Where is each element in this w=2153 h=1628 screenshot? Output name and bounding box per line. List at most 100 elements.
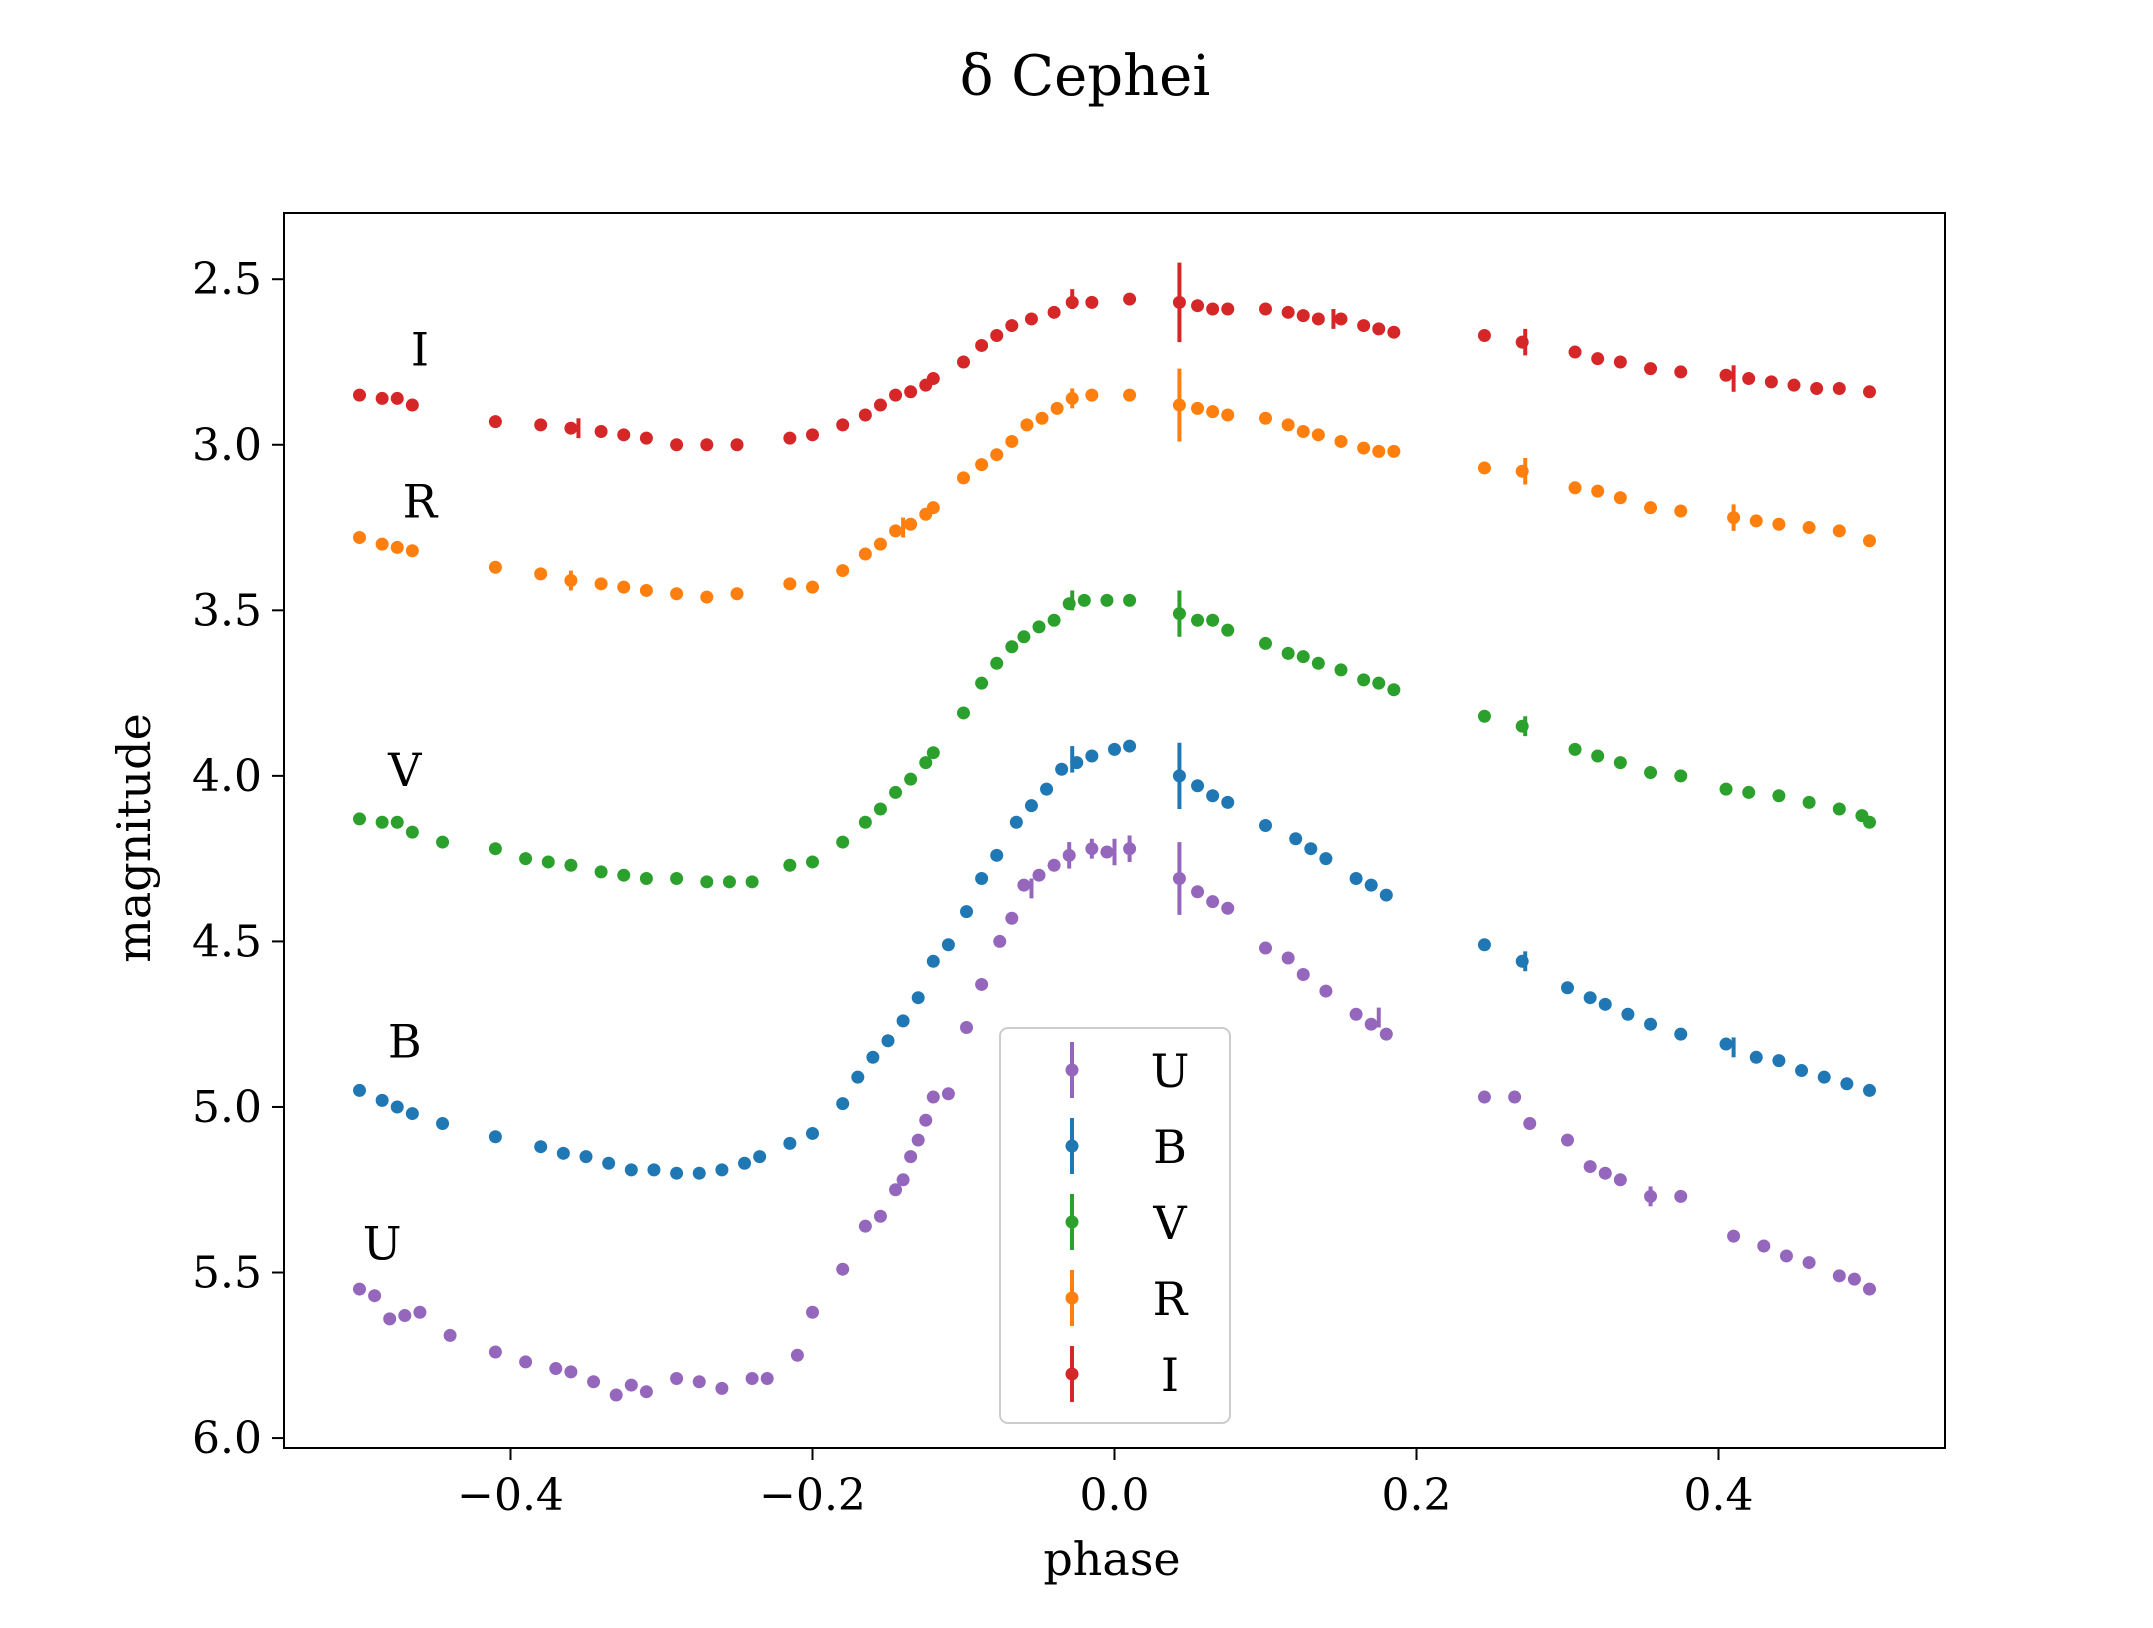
data-point-B <box>1379 888 1393 902</box>
data-point-B <box>1349 872 1363 886</box>
data-point-V <box>1613 756 1627 770</box>
data-point-U <box>1062 848 1076 862</box>
data-point-U <box>1364 1017 1378 1031</box>
data-point-I <box>1613 355 1627 369</box>
data-point-R <box>1334 434 1348 448</box>
data-point-V <box>1017 630 1031 644</box>
data-point-I <box>1387 325 1401 339</box>
data-point-V <box>1387 683 1401 697</box>
data-point-R <box>904 517 918 531</box>
data-point-B <box>975 872 989 886</box>
data-point-U <box>1674 1189 1688 1203</box>
data-point-R <box>1591 484 1605 498</box>
data-point-R <box>1311 428 1325 442</box>
data-point-U <box>1644 1189 1658 1203</box>
legend-box <box>999 1027 1231 1424</box>
legend-marker <box>1065 1063 1079 1077</box>
data-point-V <box>617 868 631 882</box>
data-point-U <box>587 1375 601 1389</box>
data-point-B <box>1070 756 1084 770</box>
x-tick-label: 0.2 <box>1382 1470 1452 1521</box>
data-point-V <box>594 865 608 879</box>
data-point-V <box>436 835 450 849</box>
data-point-R <box>1296 425 1310 439</box>
data-point-B <box>1644 1017 1658 1031</box>
data-point-B <box>1840 1077 1854 1091</box>
data-point-I <box>1591 352 1605 366</box>
data-point-V <box>836 835 850 849</box>
data-point-V <box>1591 749 1605 763</box>
data-point-B <box>1749 1050 1763 1064</box>
data-point-U <box>368 1289 382 1303</box>
legend-label: B <box>1153 1120 1187 1174</box>
data-point-B <box>1206 789 1220 803</box>
data-point-V <box>975 676 989 690</box>
data-point-V <box>1311 656 1325 670</box>
x-axis-label: phase <box>1043 1532 1180 1586</box>
data-point-I <box>1191 299 1205 313</box>
series-label-R: R <box>403 475 439 529</box>
data-point-U <box>1017 878 1031 892</box>
data-point-I <box>1281 305 1295 319</box>
data-point-B <box>1515 954 1529 968</box>
data-point-R <box>375 537 389 551</box>
data-point-I <box>1719 368 1733 382</box>
data-point-I <box>1024 312 1038 326</box>
data-point-I <box>1674 365 1688 379</box>
data-point-V <box>639 872 653 886</box>
data-point-I <box>564 421 578 435</box>
data-point-B <box>1289 832 1303 846</box>
data-point-U <box>911 1133 925 1147</box>
data-point-U <box>1191 885 1205 899</box>
data-point-R <box>1035 411 1049 425</box>
data-point-R <box>1206 405 1220 419</box>
legend-marker <box>1065 1139 1079 1153</box>
data-point-U <box>609 1388 623 1402</box>
data-point-V <box>1062 597 1076 611</box>
data-point-B <box>866 1050 880 1064</box>
chart-title: δ Cephei <box>960 44 1210 109</box>
data-point-B <box>1085 749 1099 763</box>
data-point-B <box>624 1163 638 1177</box>
data-point-U <box>1047 858 1061 872</box>
y-tick-label: 3.0 <box>192 420 262 471</box>
data-point-V <box>564 858 578 872</box>
data-point-I <box>990 329 1004 343</box>
data-point-U <box>624 1378 638 1392</box>
series-label-V: V <box>387 743 422 797</box>
data-point-V <box>957 706 970 720</box>
data-point-R <box>957 471 970 485</box>
x-tick-label: −0.2 <box>759 1470 866 1521</box>
data-point-R <box>990 448 1004 462</box>
data-point-B <box>1583 991 1597 1005</box>
data-point-U <box>1598 1166 1612 1180</box>
data-point-I <box>873 398 887 412</box>
data-point-I <box>1477 329 1491 343</box>
data-point-R <box>639 583 653 597</box>
data-point-U <box>1847 1272 1861 1286</box>
data-point-I <box>1296 309 1310 323</box>
data-point-I <box>1221 302 1235 316</box>
data-point-B <box>1319 852 1333 866</box>
data-point-B <box>1598 997 1612 1011</box>
data-point-B <box>896 1014 910 1028</box>
data-point-U <box>1319 984 1333 998</box>
data-point-V <box>1100 593 1114 607</box>
data-point-I <box>1787 378 1801 392</box>
data-point-U <box>1757 1239 1771 1253</box>
data-point-V <box>889 785 903 799</box>
data-point-V <box>858 815 872 829</box>
data-point-R <box>975 458 989 472</box>
data-point-V <box>926 746 940 760</box>
data-point-I <box>594 425 608 439</box>
data-point-V <box>1296 650 1310 664</box>
data-point-I <box>1206 302 1220 316</box>
data-point-U <box>745 1371 759 1385</box>
data-point-B <box>881 1034 895 1048</box>
data-point-R <box>488 560 502 574</box>
data-point-R <box>1259 411 1272 425</box>
data-point-R <box>1123 388 1137 402</box>
data-point-R <box>1281 418 1295 432</box>
x-tick-label: −0.4 <box>457 1470 564 1521</box>
